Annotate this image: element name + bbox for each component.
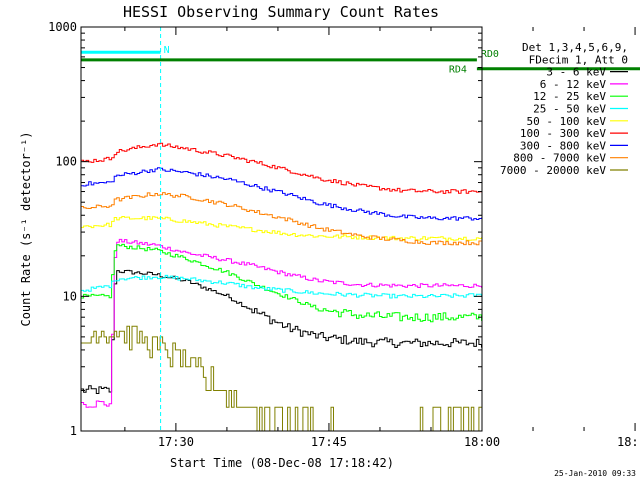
y-tick-label-4: 1000	[48, 20, 77, 34]
legend-header-1: Det 1,3,4,5,6,9,	[522, 41, 628, 54]
legend-label-2: 6 - 12 keV	[540, 78, 607, 91]
series-line-4	[81, 274, 482, 299]
series-line-8	[81, 192, 482, 246]
x-tick-label-4: 18:15	[617, 435, 640, 449]
legend-label-8: 800 - 7000 keV	[513, 152, 606, 165]
series-line-6	[81, 142, 482, 194]
series-line-5	[81, 216, 482, 241]
y-tick-label-1: 1	[70, 424, 77, 438]
rd-bar-label-2: RD4	[449, 65, 467, 76]
annotation-layer: RD0RD4NS	[81, 27, 640, 431]
y-axis: 1 10 100 1000	[48, 20, 482, 438]
x-tick-label-1: 17:30	[158, 435, 194, 449]
legend-label-3: 12 - 25 keV	[533, 90, 606, 103]
series-line-2	[81, 238, 482, 408]
legend-label-9: 7000 - 20000 keV	[500, 164, 606, 177]
chart-title: HESSI Observing Summary Count Rates	[123, 3, 439, 21]
y-tick-label-3: 100	[55, 155, 77, 169]
x-tick-label-3: 18:00	[464, 435, 500, 449]
plot-timestamp: 25-Jan-2010 09:33	[554, 469, 636, 478]
rd-bar-label-1: RD0	[481, 49, 499, 60]
legend-label-5: 50 - 100 keV	[527, 115, 607, 128]
legend-label-6: 100 - 300 keV	[520, 127, 606, 140]
plot-frame	[80, 26, 483, 432]
series-line-7	[81, 167, 482, 221]
legend-label-1: 3 - 6 keV	[546, 66, 606, 79]
legend-header-2: FDecim 1, Att 0	[529, 53, 628, 66]
series-layer	[81, 142, 482, 431]
y-tick-label-2: 10	[63, 289, 77, 303]
series-line-9	[81, 325, 482, 431]
legend-label-4: 25 - 50 keV	[533, 103, 606, 116]
y-axis-label: Count Rate (s⁻¹ detector⁻¹)	[19, 131, 33, 326]
legend-label-7: 300 - 800 keV	[520, 139, 606, 152]
x-tick-label-2: 17:45	[311, 435, 347, 449]
plot-area: RD0RD4NS	[80, 26, 640, 432]
series-line-1	[81, 269, 482, 394]
attenuator-flag-label-1: N	[164, 45, 170, 56]
x-axis-label: Start Time (08-Dec-08 17:18:42)	[170, 456, 394, 470]
series-line-3	[81, 243, 482, 323]
legend: Det 1,3,4,5,6,9,FDecim 1, Att 03 - 6 keV…	[500, 41, 628, 177]
